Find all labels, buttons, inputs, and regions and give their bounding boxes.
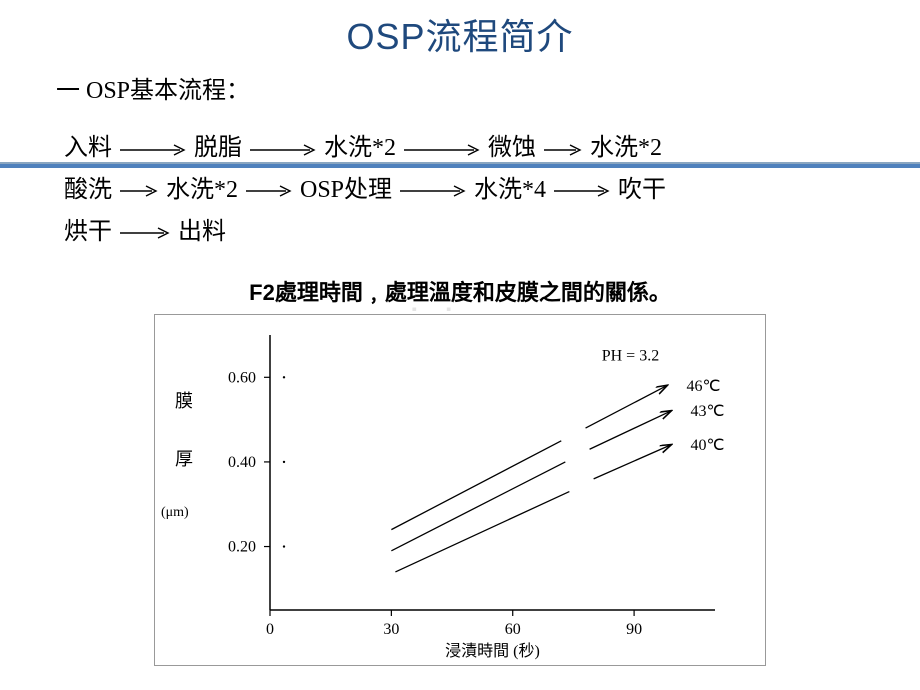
- flow-arrow-icon: [118, 170, 160, 211]
- y-axis-label-1: 膜: [175, 387, 193, 413]
- flow-step: OSP处理: [300, 170, 392, 211]
- svg-text:40℃: 40℃: [691, 437, 725, 454]
- flow-step: 酸洗: [64, 170, 112, 211]
- svg-text:60: 60: [505, 621, 521, 638]
- flow-arrow-icon: [248, 128, 318, 169]
- flow-row-1: 入料 脱脂 水洗*2 微蚀 水洗*2: [64, 127, 920, 169]
- svg-text:43℃: 43℃: [691, 403, 725, 420]
- flow-arrow-icon: [542, 128, 584, 169]
- svg-text:0: 0: [266, 621, 274, 638]
- flow-arrow-icon: [118, 128, 188, 169]
- flow-step: 烘干: [64, 212, 112, 253]
- flow-arrow-icon: [402, 128, 482, 169]
- svg-text:0.20: 0.20: [228, 539, 256, 556]
- flow-arrow-icon: [552, 170, 612, 211]
- chart-svg: 0 30 60 90 0.20 0.40 0.60 浸漬時間 (秒) PH = 3.2 46℃ 43…: [155, 315, 765, 665]
- page-title: OSP流程简介: [0, 0, 920, 60]
- flow-row-2: 酸洗 水洗*2 OSP处理 水洗*4 吹干: [64, 169, 920, 211]
- flow-step: 微蚀: [488, 128, 536, 169]
- flow-row-3: 烘干 出料: [64, 211, 920, 253]
- svg-text:0.60: 0.60: [228, 369, 256, 386]
- y-axis-label-2: 厚: [175, 445, 193, 471]
- flow-arrow-icon: [398, 170, 468, 211]
- svg-text:90: 90: [626, 621, 642, 638]
- flow-step: 出料: [178, 212, 226, 253]
- svg-text:0.40: 0.40: [228, 454, 256, 471]
- flow-arrow-icon: [244, 170, 294, 211]
- flow-step: 水洗*2: [324, 128, 396, 169]
- svg-text:浸漬時間 (秒): 浸漬時間 (秒): [445, 642, 540, 660]
- process-flow: 入料 脱脂 水洗*2 微蚀 水洗*2 酸洗 水洗*2 OSP处理 水洗*4 吹干…: [64, 127, 920, 253]
- chart-container: 膜 厚 (μm) 0 30 60 90 0.20 0.40 0.60 浸漬時間 (秒) PH =…: [154, 314, 766, 666]
- y-axis-unit: (μm): [161, 505, 189, 521]
- svg-text:30: 30: [383, 621, 399, 638]
- flow-step: 脱脂: [194, 128, 242, 169]
- flow-step: 水洗*4: [474, 170, 546, 211]
- flow-step: 水洗*2: [590, 128, 662, 169]
- flow-step: 吹干: [618, 170, 666, 211]
- flow-step: 水洗*2: [166, 170, 238, 211]
- flow-step: 入料: [64, 128, 112, 169]
- section-subtitle: 一 OSP基本流程：: [56, 70, 920, 105]
- flow-arrow-icon: [118, 212, 172, 253]
- svg-text:46℃: 46℃: [686, 378, 720, 395]
- svg-text:PH = 3.2: PH = 3.2: [602, 347, 659, 364]
